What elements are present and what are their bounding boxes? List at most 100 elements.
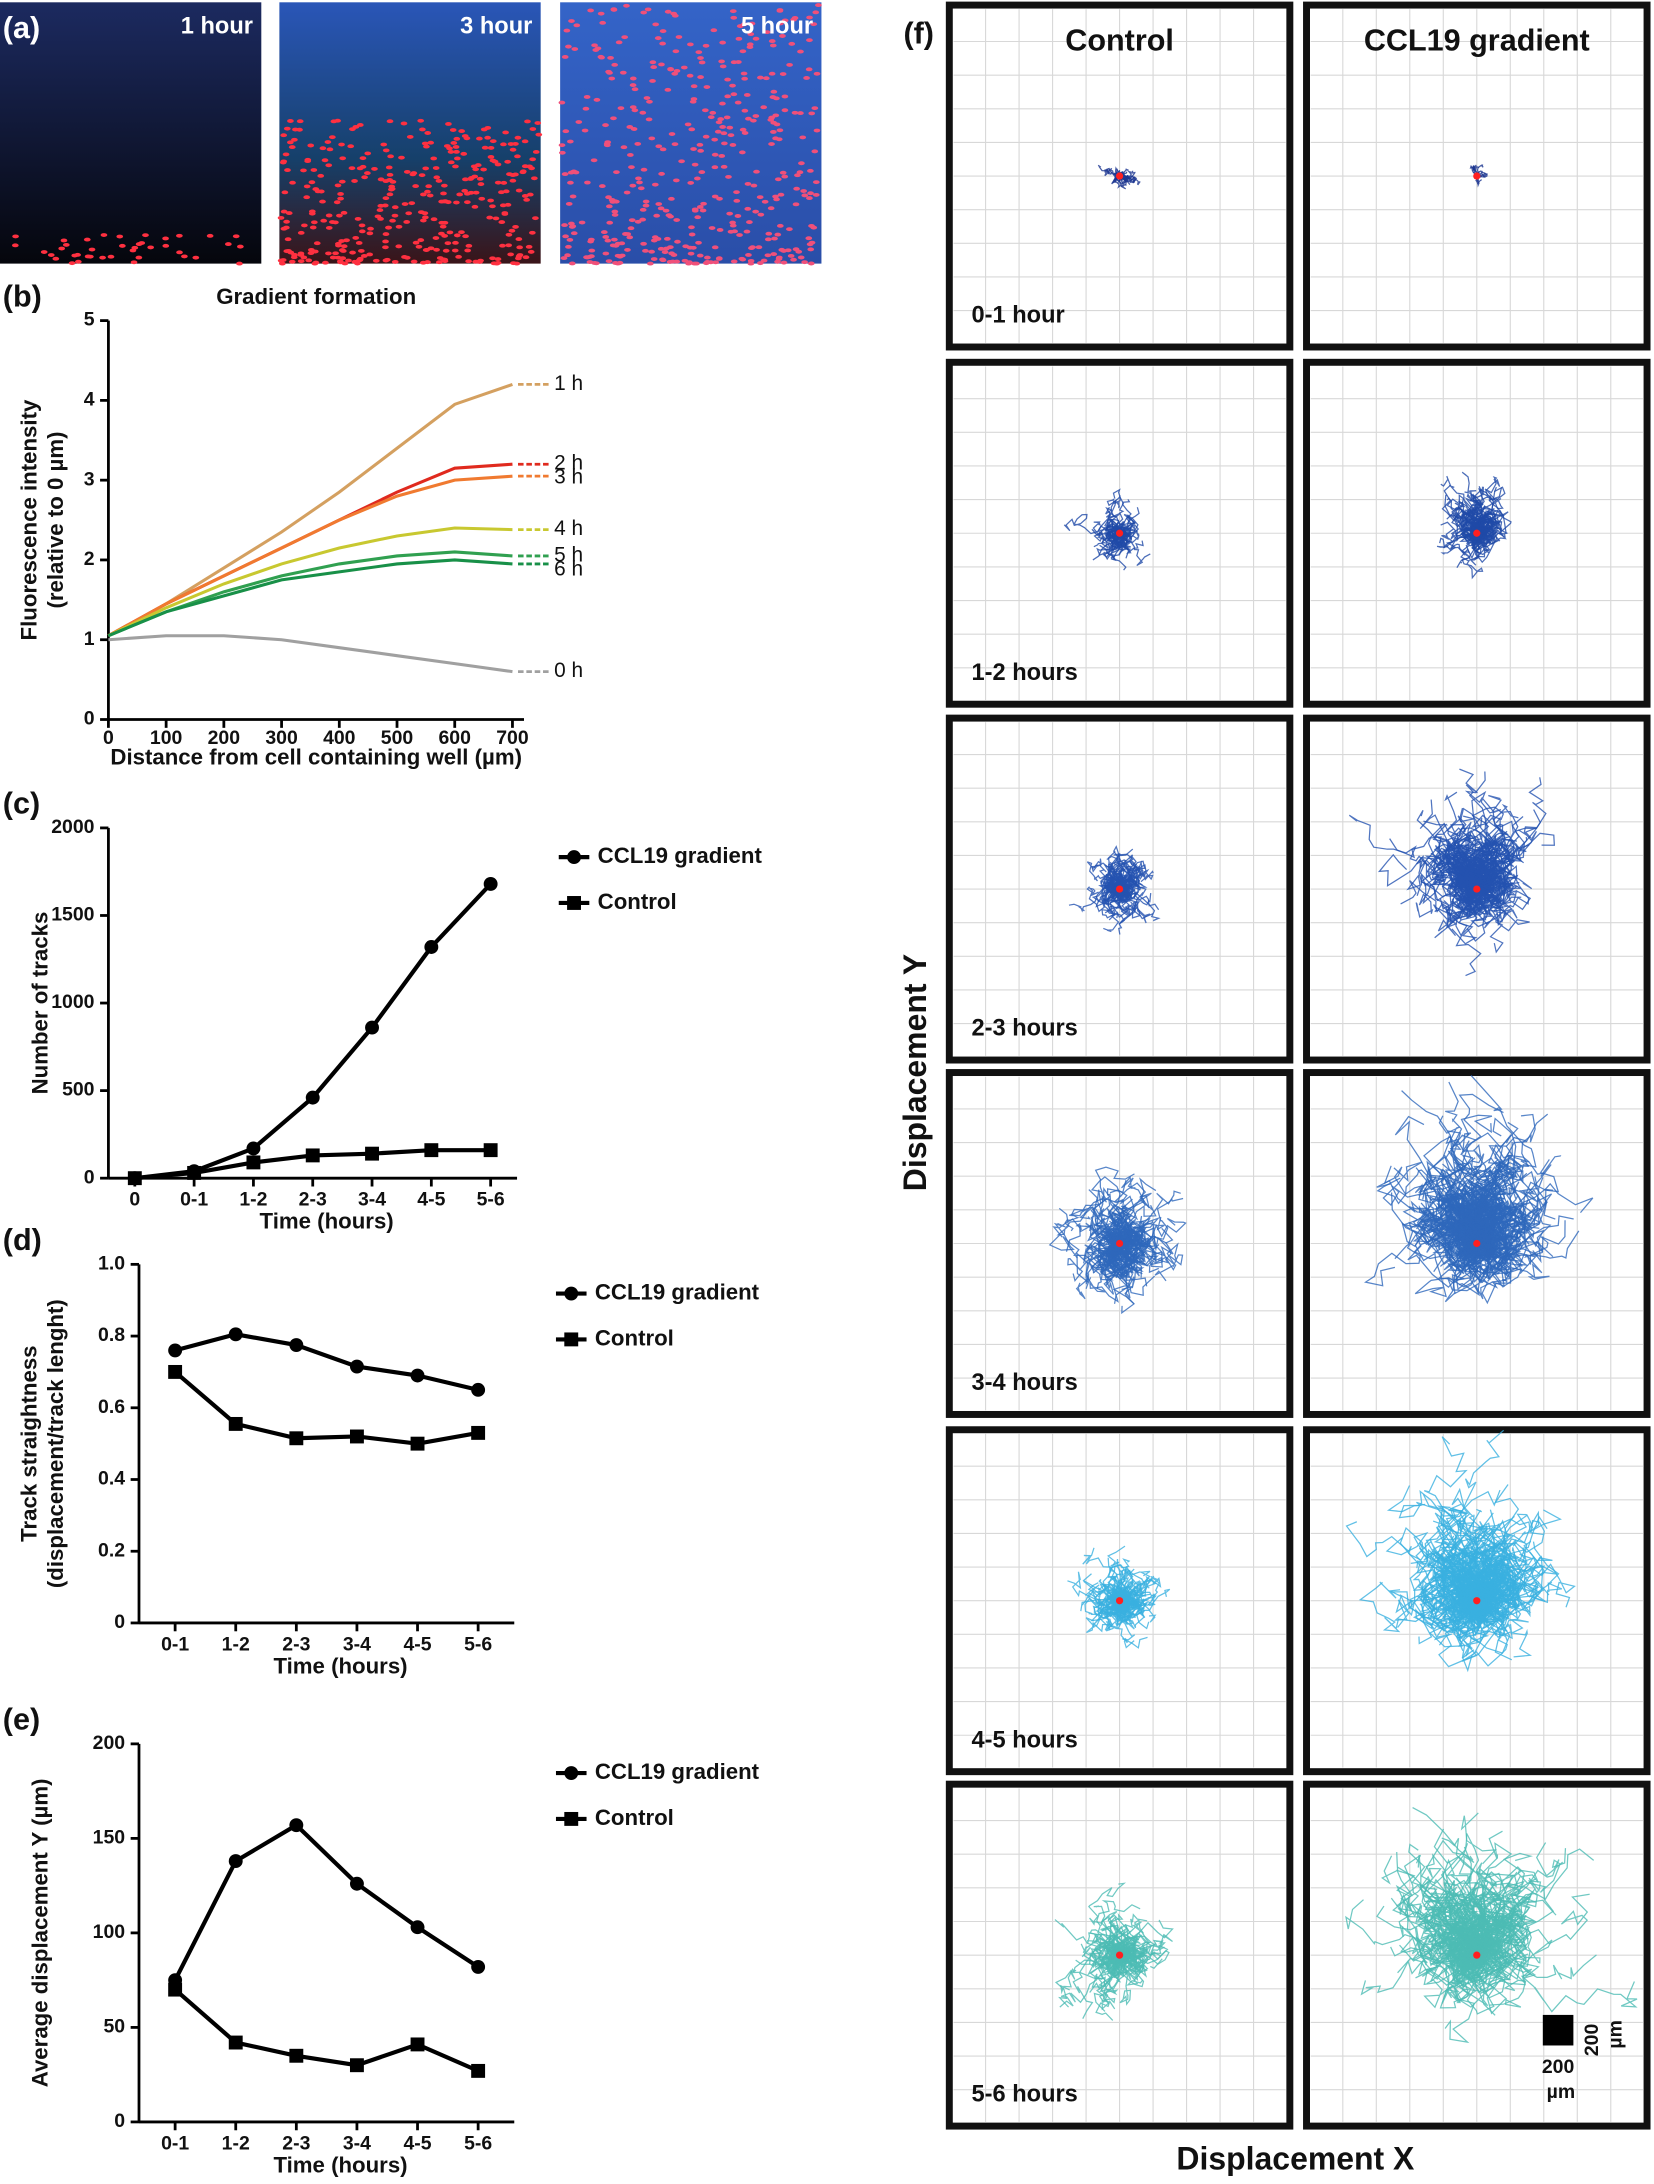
cell [636, 180, 643, 185]
cell [659, 147, 667, 152]
cell [529, 127, 537, 131]
x-tick-label: 1-2 [222, 2132, 250, 2154]
cell [138, 241, 146, 245]
marker [471, 1425, 486, 1440]
cell [225, 242, 232, 247]
cell [514, 135, 522, 140]
cell [571, 47, 579, 52]
cell [694, 215, 702, 220]
cell [532, 216, 539, 221]
cell [424, 131, 432, 135]
cell [527, 249, 535, 254]
cell [458, 129, 466, 134]
cell [602, 235, 610, 239]
cell [506, 172, 513, 177]
track [1470, 505, 1486, 536]
cell [793, 186, 800, 191]
cell [719, 64, 727, 69]
cell [746, 42, 754, 47]
cell [283, 126, 291, 131]
track [1458, 1242, 1511, 1300]
cell [658, 171, 665, 176]
cell [593, 97, 601, 102]
cell [568, 19, 575, 24]
cell [685, 261, 692, 266]
cell [642, 203, 650, 208]
cell [799, 135, 807, 140]
legend-marker [567, 896, 581, 910]
track [1395, 1851, 1477, 1982]
track [1119, 1913, 1148, 1956]
cell [58, 246, 66, 251]
cell [566, 237, 574, 242]
cell [748, 246, 755, 251]
marker [410, 2037, 425, 2052]
cell [504, 159, 511, 164]
cell [385, 225, 393, 230]
track [1476, 1143, 1514, 1246]
x-tick-label: 4-5 [403, 2132, 431, 2154]
track [1118, 1216, 1165, 1252]
series-line [174, 1332, 479, 1392]
cell [332, 220, 339, 225]
cell [510, 261, 517, 266]
micrograph [0, 2, 262, 264]
cell [232, 234, 240, 239]
cell [476, 136, 483, 141]
y-tick-label: 1000 [51, 991, 94, 1013]
cell [311, 220, 318, 225]
cell [382, 196, 390, 201]
cell [387, 187, 395, 192]
cell [664, 236, 671, 241]
cell [626, 235, 634, 240]
cell [558, 100, 566, 105]
cell [422, 166, 430, 171]
cell [387, 154, 394, 159]
cell [743, 229, 751, 234]
cell [729, 9, 737, 14]
cell [432, 236, 440, 240]
cell [686, 73, 694, 78]
cell [791, 110, 799, 115]
cell [285, 211, 293, 216]
cell [768, 71, 776, 76]
track [1119, 863, 1147, 890]
cell [107, 254, 115, 259]
cell [494, 162, 502, 167]
cell [71, 253, 79, 258]
cell [790, 257, 797, 262]
cell [176, 233, 183, 238]
cell [561, 55, 569, 59]
cell [424, 189, 431, 194]
cell [623, 3, 630, 8]
cell [760, 258, 768, 263]
cell [458, 230, 465, 235]
series-line [173, 1988, 479, 2073]
cell [300, 255, 308, 260]
origin [1473, 1239, 1481, 1248]
cell [704, 259, 711, 264]
cell [453, 149, 460, 154]
cell [452, 145, 460, 149]
track [1085, 1243, 1121, 1285]
cell [462, 234, 469, 239]
track [1119, 1942, 1169, 1962]
cell [455, 254, 462, 259]
cell [691, 162, 699, 167]
y-tick-label: 200 [93, 1732, 126, 1754]
track [1476, 1182, 1594, 1262]
x-axis-label: Distance from cell containing well (µm) [110, 744, 522, 769]
cell [812, 180, 820, 185]
cell [512, 172, 519, 177]
y-tick-label: 0 [84, 1166, 95, 1188]
cell [403, 169, 411, 174]
cell [560, 256, 568, 261]
cell [718, 154, 726, 158]
cell [284, 237, 292, 242]
marker [228, 1327, 243, 1342]
cell [597, 11, 605, 16]
cell [508, 228, 516, 233]
cell [487, 145, 495, 150]
track [1472, 1875, 1507, 1956]
track [1440, 1812, 1511, 1957]
